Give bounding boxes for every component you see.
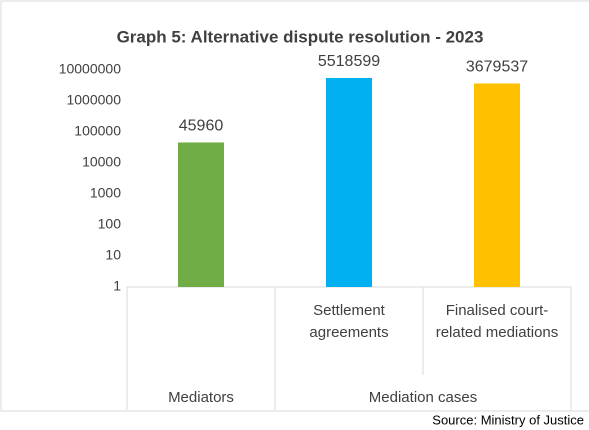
y-tick-label: 10000 — [82, 154, 121, 170]
y-tick-label: 1 — [113, 278, 121, 294]
y-tick-label: 10000000 — [59, 61, 122, 77]
bar — [326, 78, 372, 288]
data-label: 3679537 — [466, 59, 528, 76]
group-label: Mediation cases — [368, 389, 478, 406]
bar — [474, 83, 520, 287]
x-tick-label: Settlement agreements — [309, 302, 389, 341]
y-tick-label: 100000 — [74, 123, 121, 139]
chart-border — [0, 0, 589, 412]
data-label: 5518599 — [318, 53, 380, 70]
x-tick-label: Finalised court-related mediations — [435, 302, 559, 341]
chart-title: Graph 5: Alternative dispute resolution … — [117, 27, 484, 46]
y-tick-label: 10 — [105, 247, 121, 263]
group-label: Mediators — [168, 389, 234, 406]
y-tick-label: 100 — [98, 216, 122, 232]
bar — [178, 142, 224, 287]
y-tick-label: 1000000 — [66, 92, 121, 108]
data-label: 45960 — [179, 118, 224, 135]
y-tick-label: 1000 — [90, 185, 121, 201]
source-note: Source: Ministry of Justice — [432, 412, 584, 427]
